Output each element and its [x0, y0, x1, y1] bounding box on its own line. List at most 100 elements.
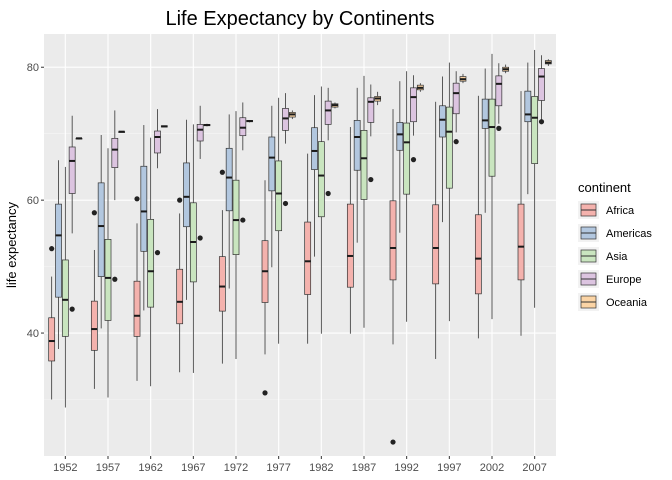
box-iqr — [232, 179, 240, 255]
box-iqr — [531, 96, 539, 164]
x-tick-label: 1962 — [138, 462, 162, 474]
box-iqr — [68, 146, 76, 194]
box-iqr — [275, 160, 283, 232]
box-iqr — [133, 280, 141, 337]
box-africa-1972 — [218, 169, 226, 364]
series-europe — [68, 55, 545, 312]
x-tick-label: 2002 — [480, 462, 504, 474]
outlier-point — [240, 217, 246, 223]
box-americas-1997 — [439, 76, 446, 223]
box-oceania-1952 — [75, 137, 83, 140]
box-iqr — [410, 87, 417, 123]
outlier-point — [262, 390, 268, 396]
box-iqr — [225, 147, 233, 212]
box-americas-2002 — [481, 68, 489, 213]
x-tick-label: 1957 — [96, 462, 120, 474]
box-asia-2007 — [531, 49, 539, 308]
box-oceania-2002 — [502, 64, 510, 74]
series-africa — [48, 91, 525, 445]
y-tick-label: 40 — [27, 328, 39, 340]
box-asia-1952 — [61, 166, 69, 408]
plot-panel — [44, 34, 556, 456]
box-asia-1987 — [360, 75, 368, 328]
outlier-point — [197, 235, 203, 241]
box-iqr — [403, 122, 411, 195]
box-europe-1957 — [111, 110, 119, 282]
box-iqr — [517, 203, 525, 281]
box-oceania-1962 — [160, 125, 168, 128]
box-iqr — [474, 214, 482, 295]
outlier-point — [112, 276, 118, 282]
legend-item-africa: Africa — [578, 201, 635, 219]
box-iqr — [524, 90, 532, 123]
outlier-point — [282, 200, 289, 207]
legend-label: Europe — [606, 274, 641, 286]
chart-title: Life Expectancy by Continents — [165, 8, 434, 30]
box-asia-2002 — [488, 53, 496, 320]
outlier-point — [410, 157, 417, 163]
outlier-point — [219, 169, 225, 175]
box-iqr — [304, 221, 312, 295]
outlier-point — [69, 306, 75, 312]
series-oceania — [75, 59, 552, 140]
series-americas — [55, 62, 532, 350]
y-tick-label: 60 — [27, 195, 39, 207]
box-europe-1982 — [324, 87, 332, 197]
box-iqr — [488, 98, 496, 177]
box-americas-1962 — [140, 125, 148, 311]
outlier-point — [154, 250, 161, 256]
box-asia-1967 — [189, 124, 197, 373]
legend-title: continent — [578, 180, 631, 195]
box-iqr — [311, 127, 318, 170]
box-oceania-1957 — [118, 130, 126, 133]
box-americas-1987 — [353, 87, 361, 243]
plot-marks — [48, 49, 552, 445]
box-europe-1962 — [154, 109, 161, 256]
outlier-point — [177, 197, 183, 203]
box-iqr — [154, 130, 161, 154]
box-iqr — [324, 100, 332, 125]
outlier-point — [368, 176, 374, 183]
box-iqr — [452, 82, 460, 115]
box-europe-1992 — [410, 75, 417, 163]
legend-item-asia: Asia — [578, 247, 628, 265]
outlier-point — [325, 190, 331, 197]
legend-label: Oceania — [606, 297, 648, 309]
box-americas-1967 — [183, 119, 190, 300]
outlier-point — [538, 119, 545, 125]
x-tick-label: 1997 — [437, 462, 461, 474]
box-asia-1982 — [317, 86, 325, 334]
box-iqr — [90, 300, 98, 351]
box-europe-1987 — [367, 84, 375, 183]
outlier-point — [496, 125, 502, 131]
box-europe-1977 — [282, 93, 289, 207]
box-iqr — [396, 122, 404, 151]
box-iqr — [140, 165, 148, 252]
x-tick-label: 1967 — [181, 462, 205, 474]
box-oceania-1987 — [374, 91, 382, 106]
x-tick-label: 1982 — [309, 462, 333, 474]
x-tick-label: 1952 — [53, 462, 77, 474]
legend-label: Asia — [606, 251, 628, 263]
box-oceania-1982 — [331, 102, 339, 109]
box-asia-1992 — [403, 71, 411, 322]
x-tick-label: 1987 — [352, 462, 376, 474]
box-americas-1972 — [225, 114, 233, 289]
box-europe-1997 — [452, 71, 460, 145]
box-americas-2007 — [524, 62, 532, 195]
box-oceania-1977 — [288, 110, 296, 120]
box-americas-1982 — [311, 95, 318, 257]
box-africa-1967 — [176, 197, 184, 373]
box-oceania-1972 — [246, 120, 254, 123]
box-iqr — [111, 137, 119, 168]
box-iqr — [445, 106, 453, 189]
outlier-point — [91, 210, 97, 216]
box-europe-2007 — [538, 55, 545, 125]
x-tick-label: 1972 — [224, 462, 248, 474]
box-iqr — [61, 259, 69, 337]
legend-label: Africa — [606, 205, 635, 217]
box-africa-1977 — [261, 180, 269, 396]
x-tick-label: 1977 — [266, 462, 290, 474]
box-asia-1972 — [232, 111, 240, 359]
